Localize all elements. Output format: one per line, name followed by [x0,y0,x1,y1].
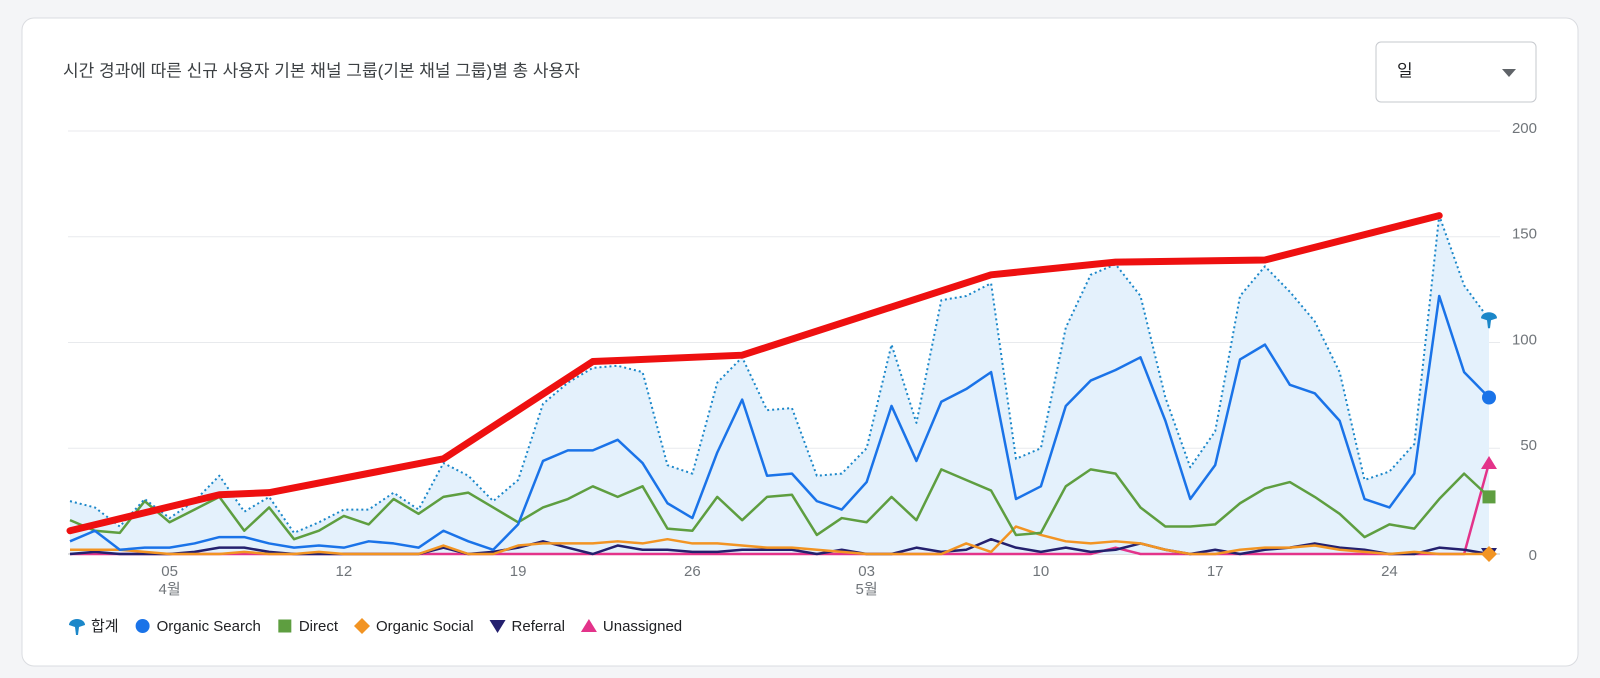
y-tick-label: 200 [1512,120,1537,137]
legend-item[interactable]: Direct [278,618,339,635]
end-marker [1482,490,1496,504]
dropdown-box[interactable] [1375,41,1537,103]
x-tick-label: 24 [1381,563,1398,580]
y-tick-label: 50 [1520,437,1537,454]
legend-label[interactable]: Direct [299,618,339,635]
x-tick-label: 26 [684,563,701,580]
legend-item[interactable]: Organic Social [354,618,474,635]
dropdown-label[interactable]: 일 [1397,61,1413,80]
end-marker [1481,546,1497,562]
x-tick-label: 05 [161,563,178,580]
chart-title: 시간 경과에 따른 신규 사용자 기본 채널 그룹(기본 채널 그룹)별 총 사… [63,61,580,80]
legend-item[interactable]: Organic Search [135,618,261,635]
x-tick-label: 19 [510,563,527,580]
legend-label[interactable]: Unassigned [603,618,682,635]
legend-item[interactable]: Referral [489,618,565,635]
dropdown[interactable]: 일 [1375,41,1537,103]
area [70,215,1489,554]
legend-label[interactable]: Organic Search [157,618,261,635]
x-month-label: 5월 [856,581,878,598]
legend-label[interactable]: 합계 [91,618,119,635]
legend-label[interactable]: Organic Social [376,618,474,635]
series-line [70,525,1489,556]
x-tick-label: 10 [1033,563,1050,580]
end-marker [1482,390,1496,405]
legend-item[interactable]: Unassigned [580,618,682,635]
end-marker [1481,312,1497,329]
dropdown-arrow[interactable] [1502,69,1516,77]
y-tick-label: 150 [1512,226,1537,243]
series-line [69,468,1490,541]
x-month-label: 4월 [159,581,181,598]
series-line [69,214,1490,534]
series-line [69,294,1490,552]
legend-marker [69,619,85,635]
x-tick-label: 12 [335,563,352,580]
y-tick-label: 0 [1529,547,1537,564]
y-tick-label: 100 [1512,331,1537,348]
end-marker [1481,456,1497,470]
overlay-line [66,212,1443,535]
legend-label[interactable]: Referral [512,618,565,635]
legend-marker [135,619,150,633]
legend-item[interactable]: 합계 [69,618,119,635]
legend-marker [354,618,370,634]
x-tick-label: 17 [1207,563,1224,580]
legend-marker [580,619,597,632]
x-tick-label: 03 [858,563,875,580]
legend-marker [278,619,292,633]
legend-marker [489,620,506,633]
